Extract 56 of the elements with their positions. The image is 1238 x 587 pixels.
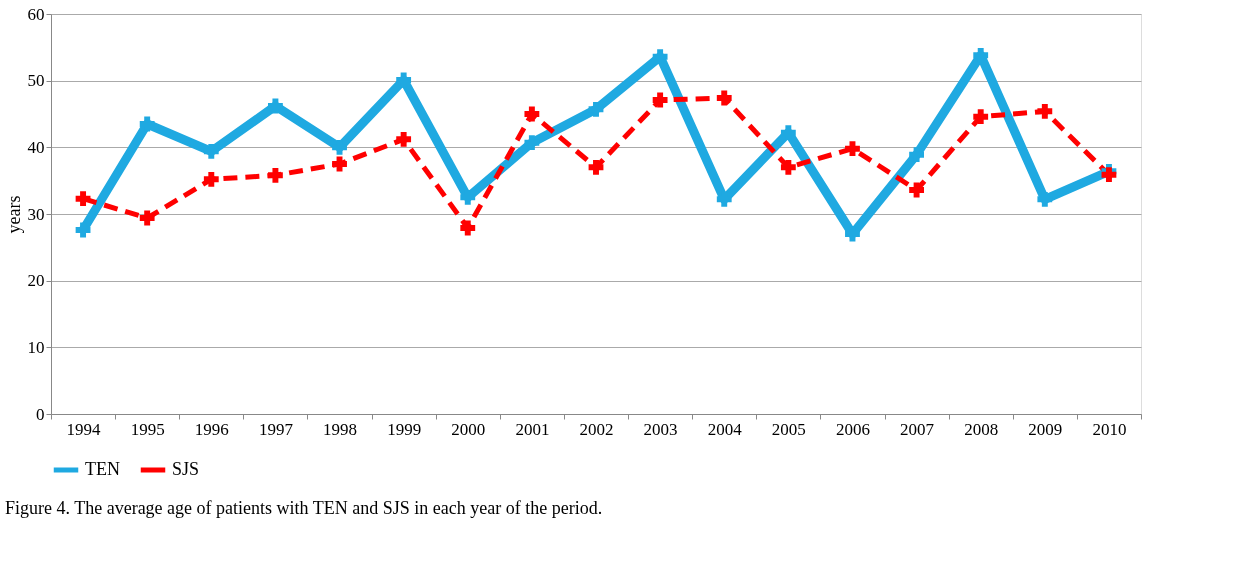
- x-tick-label: 2008: [964, 419, 999, 439]
- y-tick-label: 0: [36, 404, 45, 424]
- point: [652, 92, 668, 108]
- point: [1037, 103, 1053, 119]
- x-tick-label: 2010: [1092, 419, 1127, 439]
- point: [75, 222, 91, 238]
- x-tick-label: 1999: [387, 419, 422, 439]
- y-tick-label: 50: [27, 71, 45, 91]
- y-tick-label: 20: [27, 271, 45, 291]
- point: [909, 182, 924, 198]
- x-tick-label: 1994: [66, 419, 102, 439]
- y-axis-title: years: [3, 195, 24, 234]
- legend-label: SJS: [172, 459, 200, 479]
- point: [524, 106, 540, 122]
- point: [588, 101, 604, 117]
- x-tick-label: 2000: [451, 419, 486, 439]
- point: [460, 189, 476, 205]
- x-tick-label: 2001: [515, 419, 550, 439]
- x-tick-label: 1997: [258, 419, 294, 439]
- x-tick-label: 2005: [771, 419, 806, 439]
- point: [973, 109, 989, 125]
- point: [1101, 167, 1117, 183]
- point: [75, 191, 91, 207]
- point: [268, 167, 283, 183]
- x-tick-label: 2009: [1028, 419, 1063, 439]
- point: [909, 147, 924, 163]
- point: [460, 220, 476, 236]
- x-tick-label: 2007: [900, 419, 935, 439]
- point: [332, 139, 347, 155]
- x-tick-label: 1995: [130, 419, 165, 439]
- point: [780, 159, 796, 175]
- point: [268, 98, 283, 114]
- caption: Figure 4. The average age of patients with TEN and SJS in each year of the period.: [5, 498, 603, 518]
- point: [845, 141, 860, 157]
- point: [396, 72, 412, 88]
- y-tick-label: 40: [27, 137, 45, 157]
- legend-label: TEN: [85, 459, 120, 479]
- y-tick-label: 30: [27, 204, 45, 224]
- x-tick-label: 1996: [194, 419, 229, 439]
- x-tick-label: 2006: [835, 419, 870, 439]
- y-tick-label: 10: [27, 337, 45, 357]
- point: [139, 210, 155, 226]
- point: [524, 135, 540, 151]
- point: [139, 116, 155, 132]
- x-tick-label: 2002: [579, 419, 614, 439]
- point: [716, 90, 732, 106]
- x-tick-label: 2004: [707, 419, 743, 439]
- point: [1037, 191, 1053, 207]
- x-tick-label: 1998: [323, 419, 358, 439]
- point: [332, 156, 347, 172]
- point: [203, 171, 219, 187]
- point: [588, 159, 604, 175]
- point: [203, 143, 219, 159]
- y-tick-label: 60: [27, 4, 45, 24]
- x-tick-label: 2003: [643, 419, 678, 439]
- point: [396, 131, 412, 147]
